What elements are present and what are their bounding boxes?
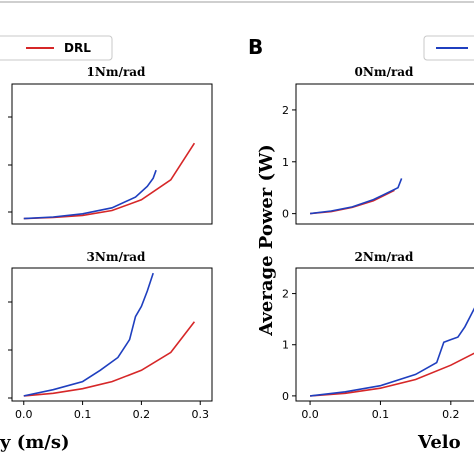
tick-marks: 0.0 0.1 0.2 0.3 0 1 2 0.0 0.1 0.2 0 1 2 (15, 104, 460, 421)
ytick-label-2-1: 1 (282, 156, 289, 169)
line-0nm-blue (310, 178, 403, 215)
line-1nm-blue (23, 169, 157, 220)
ytick-label-3-2: 2 (282, 288, 289, 301)
ytick-label-3-1: 1 (282, 339, 289, 352)
ytick-label-3-0: 0 (282, 390, 289, 403)
xtick-label-1-1: 0.1 (74, 408, 92, 421)
legend-b (423, 35, 474, 61)
panel-a-bottom-lines (23, 272, 196, 397)
line-3nm-drl (23, 321, 196, 397)
line-3nm-blue (23, 272, 154, 397)
panel-title-2nm: 2Nm/rad (355, 250, 414, 264)
xlabel-a-partial: y (m/s) (0, 432, 70, 453)
panel-title-1nm: 1Nm/rad (87, 65, 146, 79)
panel-b-bottom-lines (310, 307, 474, 397)
xtick-label-1-0: 0.0 (15, 408, 33, 421)
plot-frame-b-bottom (295, 267, 474, 402)
ytick-label-2-0: 0 (282, 208, 289, 221)
xtick-label-1-2: 0.2 (133, 408, 151, 421)
xtick-label-3-1: 0.1 (372, 408, 390, 421)
legend-a: DRL (0, 35, 113, 61)
ytick-label-2-2: 2 (282, 104, 289, 117)
xtick-label-3-0: 0.0 (301, 408, 319, 421)
ylabel-b: Average Power (W) (256, 144, 277, 337)
panel-b-top-lines (310, 178, 403, 215)
xtick-label-1-3: 0.3 (191, 408, 209, 421)
panel-a-top-lines (23, 142, 196, 220)
xlabel-b-partial: Velo (417, 432, 461, 453)
plot-frame-a-bottom (11, 267, 213, 402)
plot-frame-b-top (295, 83, 474, 225)
line-2nm-blue (310, 307, 474, 397)
legend-a-label-drl: DRL (64, 41, 91, 55)
line-2nm-drl (310, 352, 474, 397)
panel-letter-b: B (248, 35, 263, 59)
xtick-label-3-2: 0.2 (442, 408, 460, 421)
legend-a-box (0, 35, 113, 61)
line-1nm-drl (23, 142, 196, 220)
panel-title-0nm: 0Nm/rad (355, 65, 414, 79)
line-0nm-drl (310, 189, 395, 215)
panel-title-3nm: 3Nm/rad (87, 250, 146, 264)
plot-frame-a-top (11, 83, 213, 225)
